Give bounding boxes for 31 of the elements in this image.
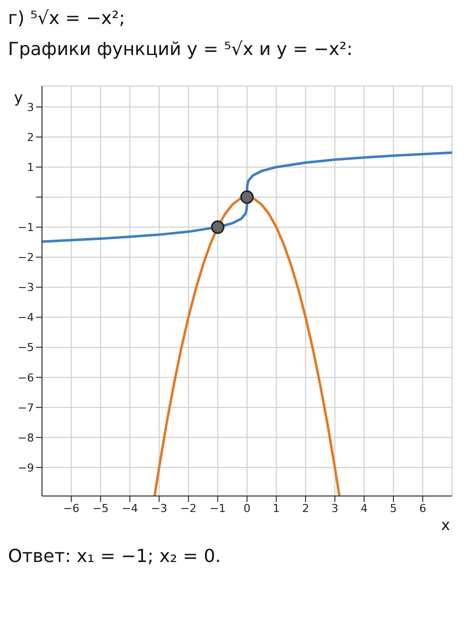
y-tick-label: −7 <box>18 401 34 414</box>
x-tick-label: −6 <box>63 502 80 515</box>
x-tick-label: 3 <box>331 502 338 515</box>
y-tick-label: −5 <box>18 341 34 354</box>
y-tick-label: −4 <box>18 311 34 324</box>
y-tick-label: 2 <box>27 130 34 144</box>
y-axis-title: y <box>14 88 23 107</box>
x-tick-label: −1 <box>210 502 226 515</box>
x-tick-label: −2 <box>180 502 197 515</box>
y-tick-label: −3 <box>18 281 34 294</box>
x-tick-label: −4 <box>122 502 138 515</box>
y-tick-label: −2 <box>18 251 34 264</box>
y-tick-label: 3 <box>27 100 34 114</box>
x-tick-label: 4 <box>360 502 368 515</box>
y-tick-label: 1 <box>27 161 34 174</box>
y-tick-label: −1 <box>18 221 34 234</box>
chart-title: г) ⁵√x = −x²; <box>8 8 126 29</box>
y-tick-label: −9 <box>18 461 34 474</box>
y-tick-label: −6 <box>18 371 34 384</box>
x-axis-title: x <box>441 516 450 534</box>
chart-subtitle: Графики функций y = ⁵√x и y = −x²: <box>8 39 354 60</box>
x-tick-label: 2 <box>302 502 310 515</box>
x-tick-label: 5 <box>390 502 397 515</box>
line-series <box>42 151 452 243</box>
x-tick-label: 1 <box>272 502 280 515</box>
x-tick-label: 0 <box>244 502 250 515</box>
y-tick-label: −8 <box>18 431 34 444</box>
x-tick-label: 6 <box>419 502 426 515</box>
text: Ответ: x₁ = −1; x₂ = 0. <box>8 546 222 567</box>
x-tick-label: −5 <box>92 502 109 515</box>
x-tick-label: −3 <box>151 502 168 515</box>
